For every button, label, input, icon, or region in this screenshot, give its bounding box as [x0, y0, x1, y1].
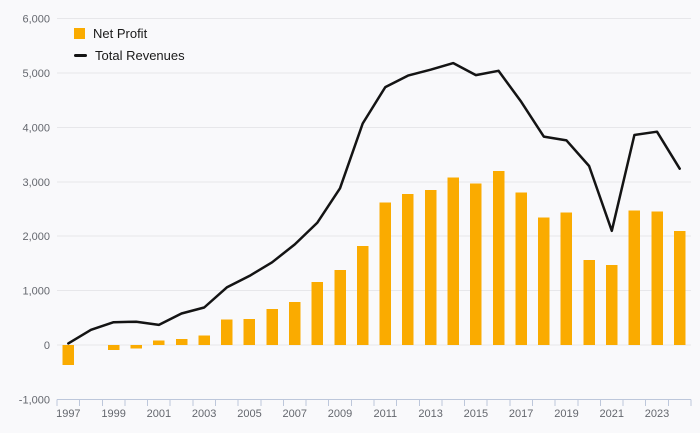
x-axis-label: 2007	[283, 408, 307, 420]
y-axis-label: 4,000	[22, 122, 50, 134]
bar-net-profit-2013[interactable]	[424, 189, 437, 346]
y-axis-label: -1,000	[19, 395, 50, 407]
y-axis-label: 6,000	[22, 14, 50, 26]
bar-net-profit-2002[interactable]	[175, 339, 188, 346]
bar-net-profit-1999[interactable]	[107, 345, 120, 350]
y-axis-label: 2,000	[22, 231, 50, 243]
x-axis-label: 1997	[56, 408, 80, 420]
legend-item-net-profit[interactable]: Net Profit	[74, 26, 185, 42]
legend: Net Profit Total Revenues	[74, 26, 185, 63]
x-axis-label: 2011	[373, 408, 397, 420]
bar-net-profit-2017[interactable]	[515, 192, 527, 346]
bar-net-profit-2001[interactable]	[153, 340, 165, 346]
bar-net-profit-2000[interactable]	[130, 345, 143, 349]
legend-label-total-revenues: Total Revenues	[95, 47, 185, 63]
bar-net-profit-2007[interactable]	[289, 302, 301, 346]
x-axis-label: 2001	[147, 408, 171, 420]
bar-net-profit-2018[interactable]	[538, 217, 550, 346]
bar-net-profit-2015[interactable]	[470, 183, 482, 346]
bar-net-profit-2016[interactable]	[492, 170, 505, 346]
x-axis-label: 2005	[237, 408, 261, 420]
bar-net-profit-1997[interactable]	[62, 345, 75, 366]
legend-item-total-revenues[interactable]: Total Revenues	[74, 48, 185, 64]
bar-net-profit-2005[interactable]	[243, 318, 256, 346]
bar-net-profit-2024[interactable]	[673, 230, 686, 346]
bar-net-profit-2004[interactable]	[221, 319, 233, 346]
x-axis-label: 2013	[418, 408, 442, 420]
x-axis-label: 2017	[509, 408, 533, 420]
bar-net-profit-2020[interactable]	[583, 260, 595, 346]
net-profit-swatch-icon	[74, 28, 85, 40]
x-axis-label: 2009	[328, 408, 352, 420]
bar-net-profit-2008[interactable]	[311, 281, 324, 346]
y-axis-label: 5,000	[22, 68, 50, 80]
y-axis-label: 1,000	[22, 286, 50, 298]
bar-net-profit-2019[interactable]	[560, 212, 573, 346]
x-axis-label: 2015	[464, 408, 488, 420]
y-axis-label: 3,000	[22, 177, 50, 189]
bar-net-profit-2014[interactable]	[447, 177, 460, 346]
bar-net-profit-2006[interactable]	[266, 309, 278, 346]
x-axis-label: 1999	[101, 408, 125, 420]
x-axis-label: 2021	[600, 408, 624, 420]
bar-net-profit-2010[interactable]	[356, 246, 369, 346]
total-revenues-line-icon	[74, 53, 87, 57]
y-axis-label: 0	[44, 340, 50, 352]
bar-net-profit-2022[interactable]	[628, 210, 641, 346]
bar-net-profit-2021[interactable]	[606, 265, 618, 346]
legend-label-net-profit: Net Profit	[93, 26, 148, 41]
total-revenues-line[interactable]	[67, 61, 681, 345]
x-axis-label: 2003	[192, 408, 216, 420]
bar-net-profit-2023[interactable]	[651, 211, 663, 346]
bar-net-profit-2011[interactable]	[379, 202, 392, 346]
bar-net-profit-2009[interactable]	[334, 269, 346, 346]
bar-net-profit-2012[interactable]	[402, 193, 414, 346]
x-axis-label: 2023	[645, 408, 669, 420]
bar-net-profit-2003[interactable]	[198, 335, 210, 346]
x-axis-label: 2019	[554, 408, 578, 420]
